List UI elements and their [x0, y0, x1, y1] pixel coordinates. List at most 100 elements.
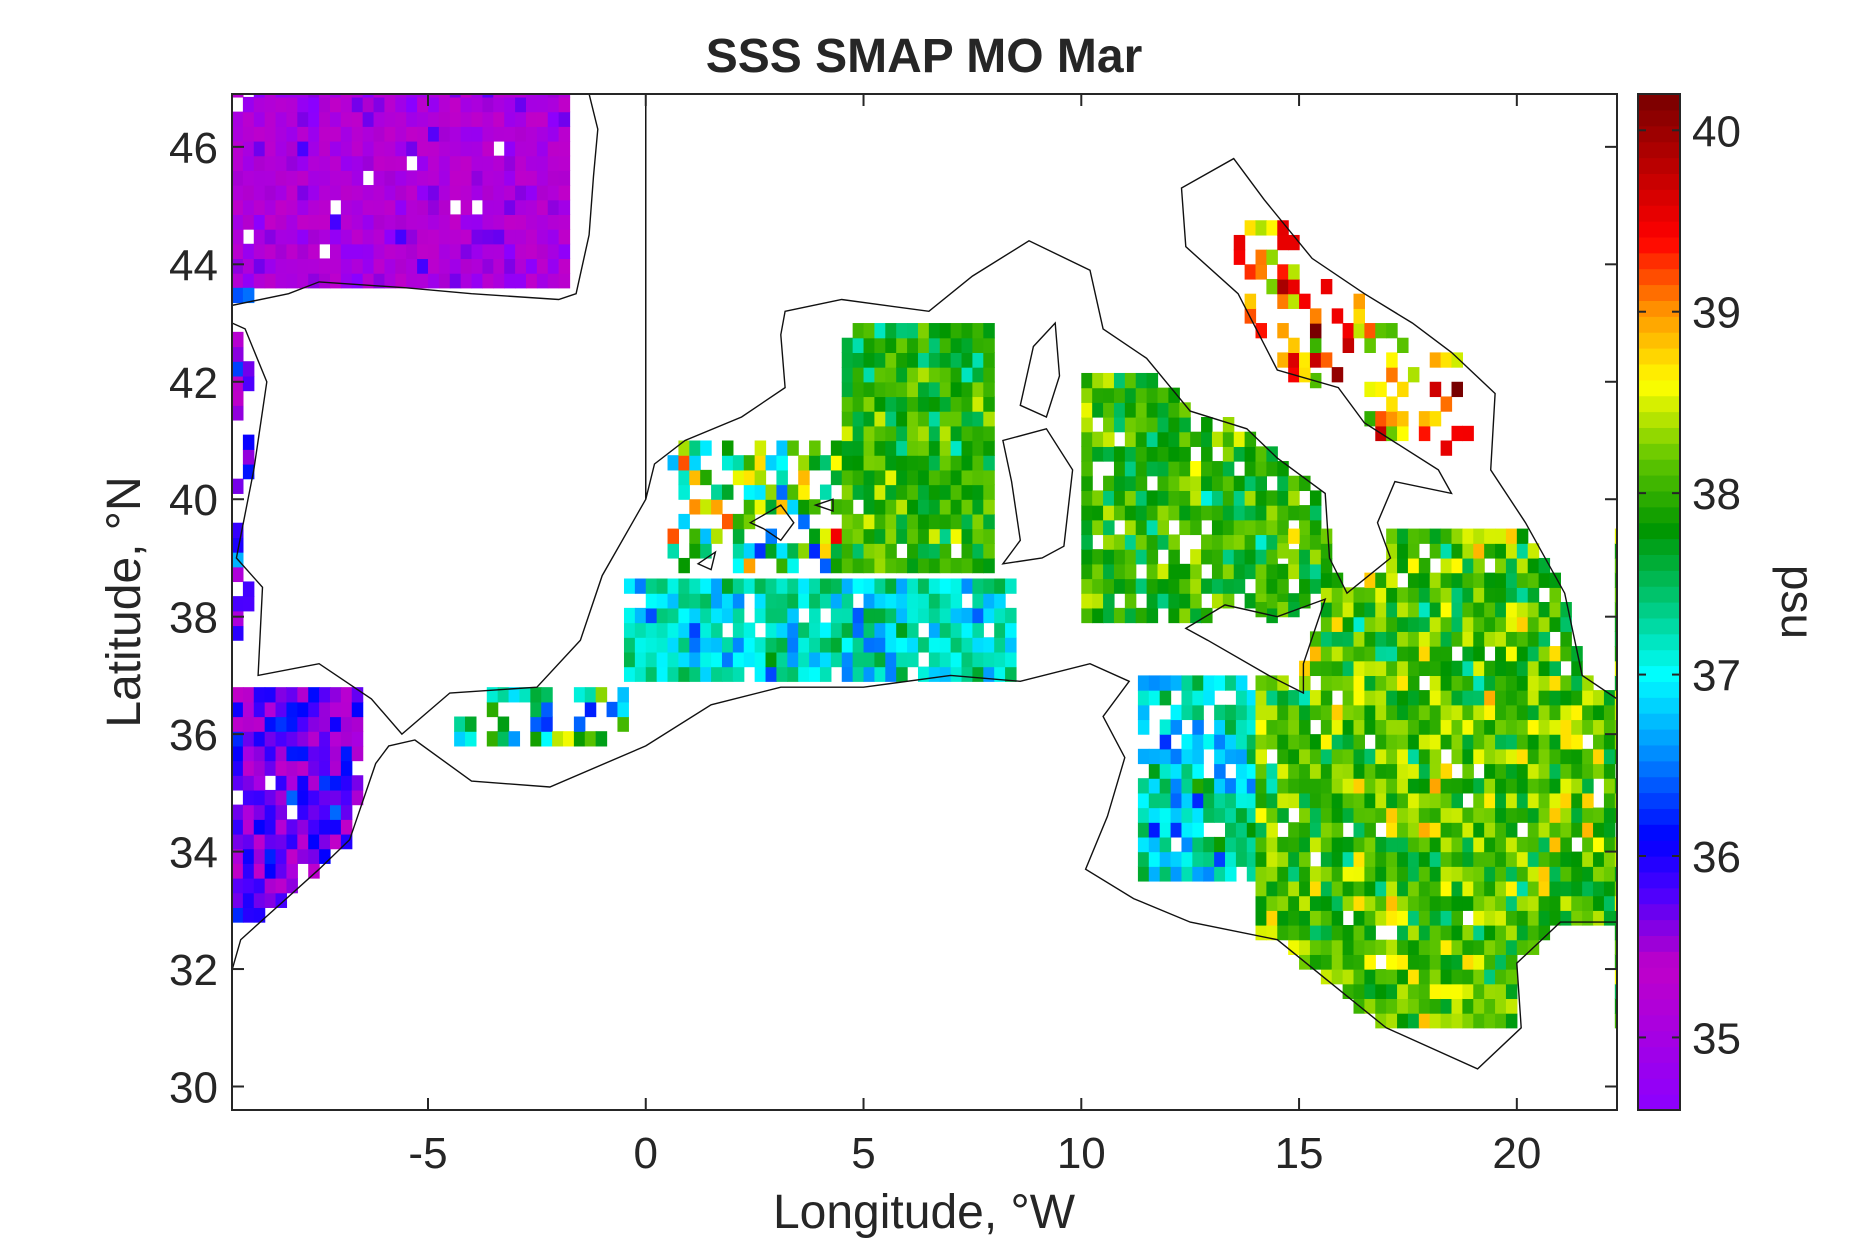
salinity-cell	[1451, 425, 1463, 442]
salinity-cell	[798, 666, 810, 682]
salinity-cell	[1582, 866, 1594, 882]
salinity-cell	[504, 170, 516, 186]
salinity-cell	[1364, 778, 1376, 794]
x-tick-label: 0	[634, 1129, 658, 1178]
salinity-cell	[1203, 836, 1215, 853]
salinity-cell	[1353, 939, 1365, 955]
salinity-cell	[1168, 402, 1180, 418]
salinity-cell	[1440, 352, 1453, 368]
salinity-cell	[1266, 549, 1278, 565]
colorbar-swatch	[1638, 792, 1680, 809]
colorbar-swatch	[1638, 1014, 1680, 1032]
salinity-cell	[1299, 895, 1311, 911]
salinity-cell	[1418, 616, 1431, 632]
salinity-cell	[885, 528, 897, 544]
salinity-cell	[351, 789, 364, 806]
salinity-cell	[1331, 895, 1344, 911]
salinity-cell	[1484, 572, 1496, 588]
salinity-cell	[1124, 417, 1137, 433]
salinity-cell	[1092, 446, 1104, 462]
salinity-cell	[1451, 602, 1463, 618]
x-tick-label: 15	[1275, 1129, 1324, 1178]
salinity-cell	[1342, 646, 1355, 662]
salinity-cell	[721, 484, 734, 500]
coastline-segment	[748, 504, 795, 542]
salinity-cell	[1375, 690, 1387, 706]
salinity-cell	[1407, 675, 1420, 691]
salinity-cell	[863, 440, 876, 456]
salinity-cell	[1124, 402, 1137, 418]
salinity-cell	[1582, 763, 1594, 779]
salinity-cell	[1320, 807, 1333, 823]
salinity-cell	[1549, 675, 1561, 691]
salinity-cell	[1222, 519, 1235, 536]
salinity-cell	[961, 396, 974, 412]
salinity-cell	[743, 543, 756, 559]
salinity-cell	[1386, 719, 1398, 735]
salinity-cell	[972, 543, 984, 559]
salinity-cell	[1549, 748, 1561, 765]
salinity-cell	[1407, 616, 1420, 632]
salinity-cell	[1603, 704, 1616, 721]
salinity-cell	[1266, 578, 1278, 594]
salinity-cell	[1299, 836, 1311, 853]
salinity-cell	[351, 716, 364, 732]
salinity-cell	[711, 666, 723, 682]
salinity-cell	[264, 229, 277, 245]
salinity-cell	[1299, 293, 1311, 309]
salinity-cell	[1266, 719, 1278, 735]
salinity-cell	[1320, 543, 1333, 559]
salinity-cell	[917, 455, 930, 471]
salinity-cell	[1266, 249, 1278, 265]
salinity-cell	[1495, 572, 1507, 588]
salinity-cell	[874, 593, 886, 609]
salinity-cell	[700, 499, 712, 515]
salinity-cell	[1440, 616, 1453, 632]
salinity-cell	[1614, 836, 1617, 853]
salinity-cell	[1451, 954, 1463, 970]
salinity-cell	[417, 258, 429, 274]
salinity-cell	[907, 528, 919, 544]
salinity-cell	[917, 557, 930, 574]
salinity-cell	[1135, 417, 1148, 433]
salinity-cell	[340, 789, 353, 806]
salinity-cell	[1190, 475, 1202, 492]
salinity-cell	[1505, 690, 1518, 706]
salinity-cell	[1103, 387, 1115, 403]
salinity-cell	[471, 155, 484, 171]
salinity-cell	[471, 170, 484, 186]
salinity-cell	[961, 578, 974, 594]
salinity-cell	[678, 557, 690, 574]
salinity-cell	[1429, 587, 1442, 603]
salinity-cell	[928, 367, 941, 383]
salinity-cell	[384, 94, 396, 98]
salinity-cell	[743, 578, 756, 594]
salinity-cell	[787, 484, 799, 500]
salinity-cell	[1440, 836, 1453, 853]
salinity-cell	[1181, 851, 1193, 867]
salinity-cell	[896, 367, 908, 383]
salinity-cell	[1516, 910, 1529, 926]
salinity-cell	[1190, 549, 1202, 565]
salinity-cell	[286, 258, 298, 274]
salinity-cell	[232, 243, 244, 260]
salinity-cell	[417, 94, 429, 98]
salinity-cell	[253, 229, 266, 245]
salinity-cell	[308, 94, 320, 98]
salinity-cell	[1353, 646, 1365, 662]
salinity-cell	[1364, 851, 1376, 867]
salinity-cell	[1473, 969, 1485, 985]
salinity-cell	[841, 469, 854, 486]
salinity-cell	[634, 666, 647, 682]
salinity-cell	[1168, 607, 1180, 624]
salinity-cell	[384, 258, 396, 274]
salinity-cell	[1386, 807, 1398, 823]
salinity-cell	[1451, 616, 1463, 632]
salinity-cell	[1462, 660, 1474, 677]
salinity-cell	[1397, 880, 1409, 897]
salinity-cell	[558, 170, 571, 186]
salinity-cell	[417, 243, 429, 260]
salinity-cell	[1429, 939, 1442, 955]
salinity-cell	[678, 637, 690, 653]
salinity-cell	[928, 396, 941, 412]
